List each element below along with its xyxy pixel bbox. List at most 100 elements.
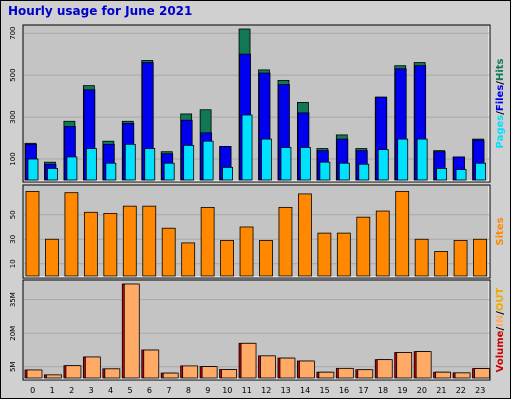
- x-tick-label: 19: [397, 386, 407, 395]
- x-tick-label: 15: [320, 386, 330, 395]
- sites-bar: [414, 238, 429, 277]
- sites-bar: [259, 240, 273, 277]
- y-tick-label: 10: [9, 259, 17, 268]
- sites-bar: [317, 232, 332, 277]
- sites-bar: [434, 251, 449, 277]
- legend-in: IN: [495, 315, 506, 327]
- x-tick-label: 21: [436, 386, 446, 395]
- pages-bar: [358, 163, 370, 181]
- x-tick-label: 18: [378, 386, 388, 395]
- pages-bar: [241, 114, 253, 181]
- legend-sites: Sites: [495, 217, 506, 245]
- x-tick-label: 14: [300, 386, 310, 395]
- y-tick-label: 700: [9, 27, 17, 40]
- pages-bar: [163, 162, 175, 181]
- pages-bar: [280, 147, 292, 181]
- legend-sep: /: [495, 81, 506, 85]
- pages-bar: [261, 138, 272, 181]
- in-bar: [26, 369, 43, 379]
- legend-files: Files: [495, 85, 506, 111]
- sites-bar: [161, 227, 176, 277]
- in-bar: [415, 351, 432, 379]
- in-bar: [104, 368, 121, 379]
- in-bar: [474, 368, 490, 379]
- panel-hits-files-pages: [22, 24, 491, 183]
- in-bar: [279, 357, 296, 379]
- sites-bar: [375, 210, 390, 277]
- legend-hits: Hits: [495, 58, 506, 81]
- y-tick-label: 500: [9, 68, 17, 81]
- x-tick-label: 4: [108, 386, 113, 395]
- sites-bar: [25, 191, 40, 277]
- in-bar: [396, 352, 413, 379]
- sites-bar: [395, 191, 410, 277]
- in-bar: [65, 365, 82, 379]
- pages-bar: [300, 147, 311, 181]
- x-tick-label: 2: [69, 386, 74, 395]
- legend-volume: Volume: [495, 330, 506, 372]
- in-bar: [454, 372, 471, 379]
- in-bar: [260, 355, 276, 379]
- x-tick-label: 17: [358, 386, 368, 395]
- sites-bar: [122, 205, 137, 277]
- x-tick-label: 6: [147, 386, 152, 395]
- sites-bar: [239, 226, 254, 277]
- pages-bar: [144, 148, 156, 181]
- legend-bottom: Volume/IN/OUT: [495, 287, 506, 372]
- legend-sep: /: [495, 111, 506, 115]
- panel-volume: [22, 279, 491, 381]
- sites-bar: [473, 238, 487, 277]
- sites-bar: [181, 242, 196, 277]
- in-bar: [376, 359, 393, 379]
- chart-title: Hourly usage for June 2021: [8, 4, 193, 18]
- x-tick-label: 23: [475, 386, 485, 395]
- in-bar: [143, 349, 160, 379]
- in-bar: [46, 374, 62, 379]
- sites-bar: [278, 206, 293, 277]
- sites-bar: [142, 205, 157, 277]
- pages-bar: [47, 168, 58, 181]
- sites-bar: [336, 232, 351, 277]
- y-tick-label: 300: [9, 110, 17, 123]
- x-tick-label: 11: [242, 386, 252, 395]
- x-tick-label: 12: [261, 386, 271, 395]
- sites-bar: [356, 216, 371, 277]
- pages-bar: [124, 143, 136, 181]
- in-bar: [84, 356, 101, 379]
- pages-bar: [105, 162, 117, 181]
- y-tick-label: 50: [9, 210, 17, 219]
- pages-bar: [475, 162, 486, 181]
- sites-bar: [83, 211, 98, 277]
- pages-bar: [338, 162, 350, 181]
- x-tick-label: 5: [127, 386, 132, 395]
- pages-bar: [416, 138, 428, 181]
- sites-bar: [220, 240, 234, 277]
- pages-bar: [319, 161, 331, 181]
- pages-bar: [202, 140, 214, 181]
- sites-bar: [45, 238, 59, 277]
- in-bar: [435, 371, 452, 379]
- legend-sep: /: [495, 311, 506, 315]
- x-tick-label: 0: [30, 386, 35, 395]
- legend-sep: /: [495, 327, 506, 331]
- in-bar: [318, 371, 335, 379]
- x-tick-label: 7: [166, 386, 171, 395]
- y-tick-label: 35M: [9, 292, 17, 307]
- pages-bar: [66, 156, 78, 181]
- x-tick-label: 22: [456, 386, 466, 395]
- x-tick-label: 16: [339, 386, 349, 395]
- x-tick-label: 20: [417, 386, 427, 395]
- in-bar: [201, 366, 218, 379]
- in-bar: [240, 342, 257, 379]
- legend-top: Pages/Files/Hits: [495, 58, 506, 148]
- legend-middle: Sites: [495, 217, 506, 245]
- pages-bar: [27, 158, 39, 181]
- in-bar: [123, 283, 140, 379]
- y-tick-label: 5M: [9, 362, 17, 373]
- x-tick-label: 13: [281, 386, 291, 395]
- pages-bar: [85, 148, 97, 181]
- pages-bar: [183, 144, 195, 181]
- in-bar: [162, 372, 179, 379]
- pages-bar: [397, 138, 409, 181]
